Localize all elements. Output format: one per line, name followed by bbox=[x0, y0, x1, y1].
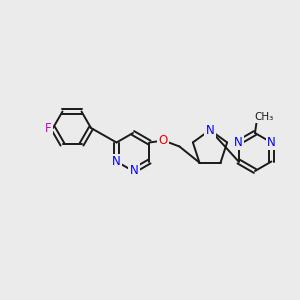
Text: O: O bbox=[159, 134, 168, 147]
Text: F: F bbox=[45, 122, 51, 134]
Text: N: N bbox=[112, 155, 121, 168]
Text: N: N bbox=[206, 124, 214, 136]
Text: CH₃: CH₃ bbox=[254, 112, 274, 122]
Text: N: N bbox=[234, 136, 243, 149]
Text: N: N bbox=[130, 164, 138, 178]
Text: N: N bbox=[267, 136, 276, 149]
